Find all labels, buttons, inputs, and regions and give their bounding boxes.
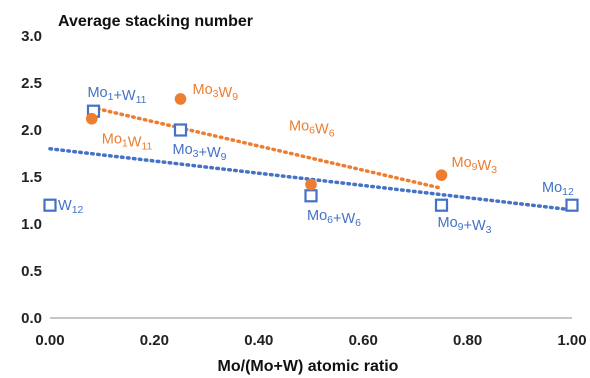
y-axis: 0.0 0.5 1.0 1.5 2.0 2.5 3.0 [21, 28, 42, 327]
point-label: Mo1+W11 [87, 85, 146, 106]
point-label: Mo3W9 [193, 82, 239, 103]
point-label: Mo1W11 [102, 132, 153, 153]
x-tick-label: 1.00 [557, 332, 586, 349]
point-labels: W12 Mo1+W11 Mo3+W9 Mo6+W6 Mo9+W3 Mo12 Mo1W11 Mo… [58, 82, 574, 236]
point-label: Mo3+W9 [173, 142, 227, 163]
point-label: Mo9W3 [452, 155, 498, 176]
square-marker [565, 198, 579, 212]
y-tick-label: 3.0 [21, 28, 42, 45]
square-marker [43, 198, 57, 212]
point-label: Mo12 [542, 180, 574, 198]
x-tick-label: 0.40 [244, 332, 273, 349]
y-tick-label: 1.5 [21, 169, 42, 186]
x-axis: 0.00 0.20 0.40 0.60 0.80 1.00 [35, 332, 586, 349]
y-tick-label: 0.5 [21, 263, 42, 280]
point-label: Mo6+W6 [307, 208, 361, 229]
point-label: Mo9+W3 [438, 215, 492, 236]
circle-marker [174, 93, 187, 105]
y-tick-label: 0.0 [21, 310, 42, 327]
square-marker [434, 198, 449, 212]
circle-marker [85, 112, 98, 125]
square-marker [173, 123, 188, 137]
x-tick-label: 0.80 [453, 332, 482, 349]
point-label: Mo6W6 [289, 119, 335, 140]
circle-marker [305, 178, 317, 191]
x-tick-label: 0.20 [140, 332, 169, 349]
point-label: W12 [58, 198, 84, 216]
square-marker [304, 189, 318, 203]
data-markers [43, 93, 579, 212]
y-tick-label: 2.0 [21, 122, 42, 139]
chart-title: Average stacking number [58, 13, 253, 30]
circle-marker [435, 169, 448, 181]
x-tick-label: 0.60 [349, 332, 378, 349]
y-tick-label: 1.0 [21, 216, 42, 233]
x-tick-label: 0.00 [35, 332, 64, 349]
y-tick-label: 2.5 [21, 75, 42, 92]
x-axis-title: Mo/(Mo+W) atomic ratio [218, 358, 399, 375]
trendline-orange [90, 105, 444, 191]
